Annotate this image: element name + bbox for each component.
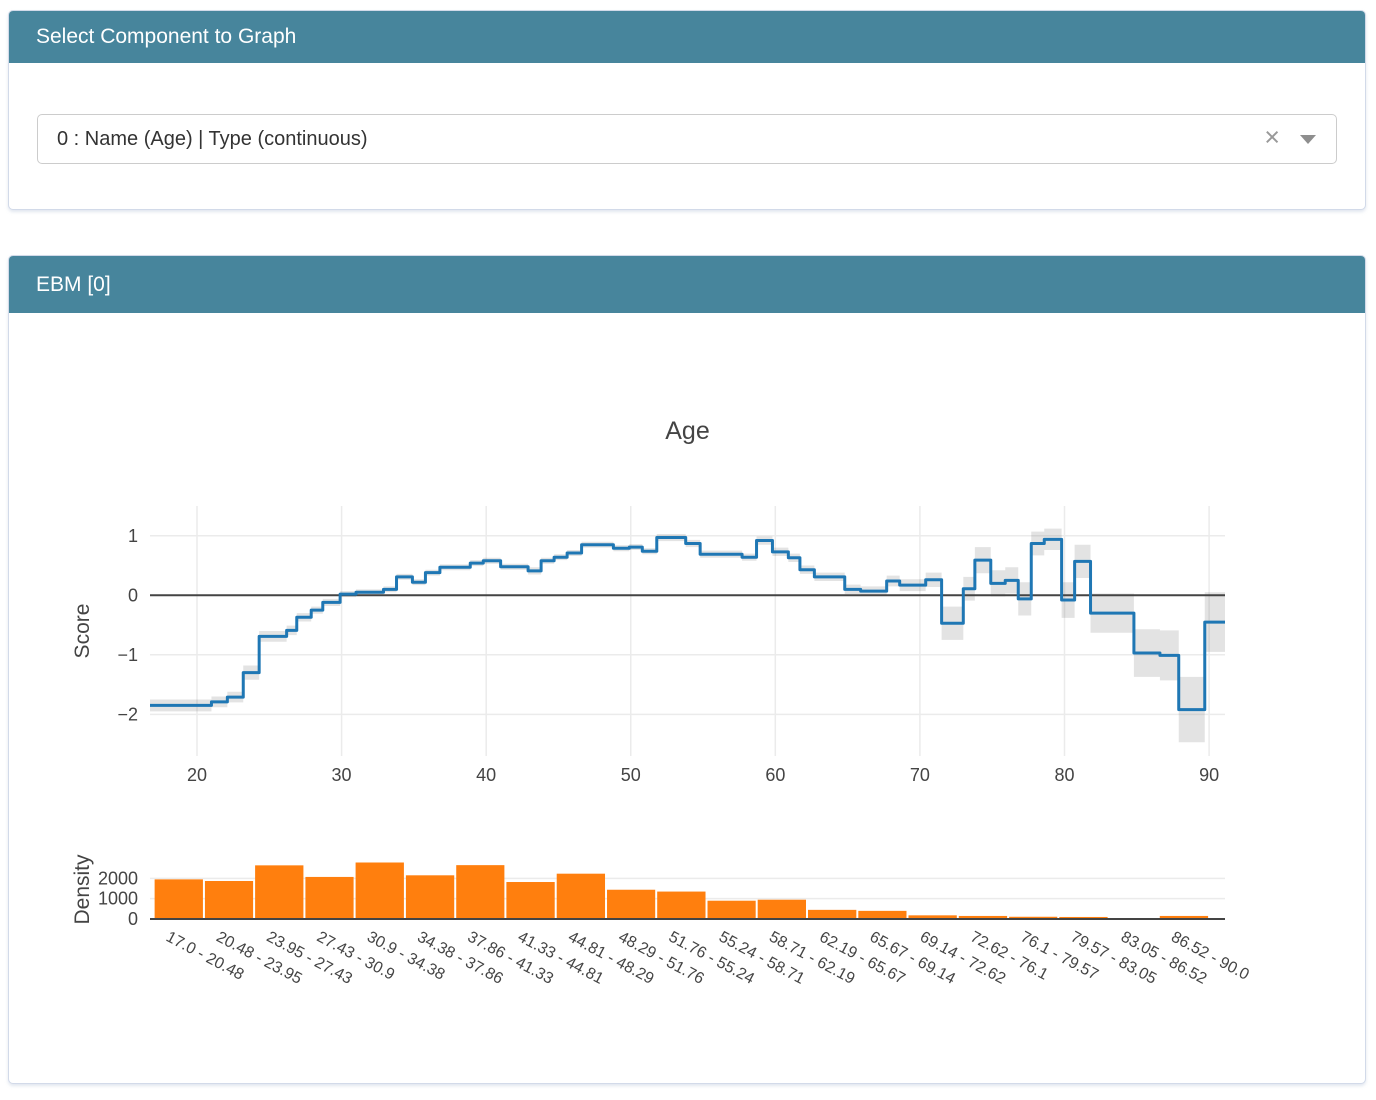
score-axis-label: Score	[71, 604, 94, 659]
x-tick-label: 20	[187, 765, 207, 785]
x-tick-label: 50	[621, 765, 641, 785]
select-component-panel: Select Component to Graph 0 : Name (Age)…	[8, 10, 1366, 210]
histogram-bar	[808, 909, 857, 919]
y-tick-label: 1	[128, 526, 138, 546]
ebm-panel-title: EBM [0]	[36, 272, 111, 296]
x-tick-label: 60	[765, 765, 785, 785]
histogram-bar	[858, 910, 907, 919]
component-dropdown[interactable]: 0 : Name (Age) | Type (continuous) ×	[37, 114, 1337, 164]
score-step-line	[150, 536, 1225, 712]
x-tick-label: 80	[1054, 765, 1074, 785]
y-tick-label: −2	[117, 704, 138, 724]
select-component-panel-title: Select Component to Graph	[36, 25, 297, 48]
histogram-bar	[456, 865, 505, 919]
dropdown-clear-icon[interactable]: ×	[1264, 122, 1280, 152]
density-tick-label: 2000	[98, 868, 138, 888]
histogram-bar	[355, 862, 404, 919]
select-component-panel-body: 0 : Name (Age) | Type (continuous) ×	[9, 63, 1365, 209]
histogram-bar	[1009, 916, 1058, 919]
error-band	[150, 528, 1225, 743]
histogram-bar	[204, 880, 254, 919]
histogram-bar	[958, 915, 1008, 919]
y-tick-label: −1	[117, 645, 138, 665]
histogram-bar	[1159, 915, 1209, 919]
density-axis-label: Density	[71, 854, 94, 925]
histogram-bar	[154, 879, 203, 919]
histogram-bar	[556, 873, 606, 919]
histogram-bar	[405, 875, 455, 919]
chart-title: Age	[665, 417, 709, 445]
x-tick-label: 90	[1199, 765, 1219, 785]
density-tick-label: 1000	[98, 889, 138, 909]
component-dropdown-value: 0 : Name (Age) | Type (continuous)	[57, 127, 368, 150]
ebm-panel-header: EBM [0]	[9, 256, 1365, 313]
histogram-bar	[506, 882, 555, 919]
histogram-bar	[305, 876, 354, 919]
x-tick-label: 40	[476, 765, 496, 785]
ebm-panel: EBM [0] Age 20 30 40 50 60 70 80 90 1 0 −1 −2 Score 0 1…	[8, 255, 1366, 1084]
density-tick-label: 0	[128, 909, 138, 929]
select-component-panel-header: Select Component to Graph	[9, 11, 1365, 63]
histogram-bar	[657, 891, 706, 919]
histogram-bar	[908, 915, 957, 919]
y-tick-label: 0	[128, 585, 138, 605]
histogram-bar	[707, 900, 756, 919]
ebm-panel-body: Age 20 30 40 50 60 70 80 90 1 0 −1 −2 Score 0 1000 2000 D…	[9, 313, 1365, 1083]
chevron-down-icon[interactable]	[1300, 134, 1316, 144]
histogram-bar	[1059, 916, 1108, 919]
histogram-bar	[607, 889, 656, 919]
histogram-bar	[757, 899, 807, 919]
histogram-bar	[255, 865, 304, 919]
x-tick-label: 30	[332, 765, 352, 785]
x-tick-label: 70	[910, 765, 930, 785]
